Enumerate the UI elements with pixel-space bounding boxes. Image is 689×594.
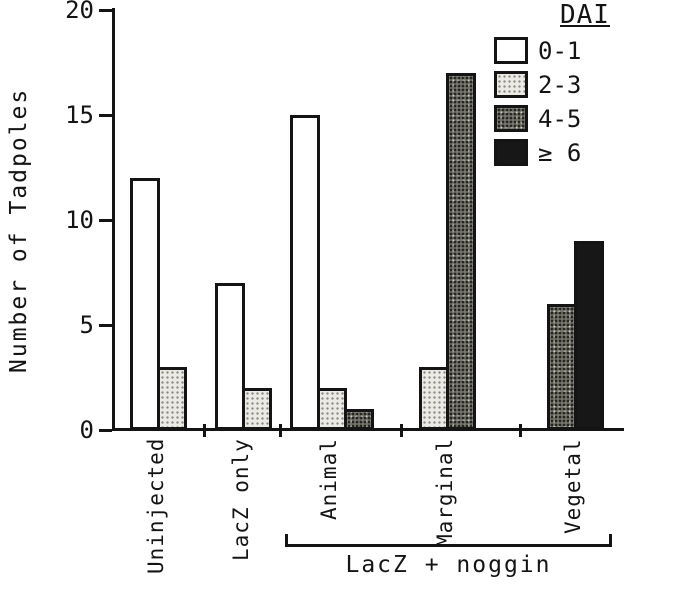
y-axis-title: Number of Tadpoles bbox=[6, 87, 32, 373]
legend-item-0-1: 0-1 bbox=[494, 36, 664, 65]
y-tick-15 bbox=[99, 113, 112, 117]
legend-swatch-2-3 bbox=[494, 71, 528, 98]
legend-title: DAI bbox=[560, 0, 610, 30]
bar-uninjected-dai-0-1 bbox=[130, 178, 160, 430]
legend-label-0-1: 0-1 bbox=[538, 36, 582, 65]
y-tick-10 bbox=[99, 218, 112, 222]
legend-label-4-5: 4-5 bbox=[538, 104, 582, 133]
y-tick-5 bbox=[99, 323, 112, 327]
x-axis-group-tick bbox=[203, 424, 206, 437]
group-bracket-label: LacZ + noggin bbox=[345, 552, 552, 578]
legend-item-4-5: 4-5 bbox=[494, 104, 664, 133]
bar-uninjected-dai-2-3 bbox=[157, 367, 187, 430]
x-label-uninjected: Uninjected bbox=[143, 438, 168, 575]
bar-animal-dai-4-5 bbox=[344, 409, 374, 430]
x-axis-group-tick bbox=[400, 424, 403, 437]
legend-swatch-4-5 bbox=[494, 105, 528, 132]
legend-items: 0-1 2-3 4-5 ≥ 6 bbox=[494, 36, 664, 167]
y-tick-label-20: 20 bbox=[65, 0, 94, 24]
bar-animal-dai-0-1 bbox=[290, 115, 320, 430]
legend: DAI 0-1 2-3 4-5 ≥ 6 bbox=[494, 0, 664, 167]
legend-item-6: ≥ 6 bbox=[494, 138, 664, 167]
bar-marginal-dai-2-3 bbox=[419, 367, 449, 430]
x-axis-group-tick bbox=[519, 424, 522, 437]
bar-lacz-only-dai-2-3 bbox=[242, 388, 272, 430]
y-tick-label-5: 5 bbox=[79, 311, 94, 339]
x-axis-group-tick bbox=[279, 424, 282, 437]
y-tick-20 bbox=[99, 8, 112, 12]
legend-label-2-3: 2-3 bbox=[538, 70, 582, 99]
y-tick-0 bbox=[99, 428, 112, 432]
y-tick-label-0: 0 bbox=[79, 416, 94, 444]
y-tick-label-15: 15 bbox=[65, 101, 94, 129]
legend-item-2-3: 2-3 bbox=[494, 70, 664, 99]
y-axis-line bbox=[112, 8, 115, 431]
bar-marginal-dai-4-5 bbox=[446, 73, 476, 430]
bar-vegetal-dai-4-5 bbox=[547, 304, 577, 430]
bar-animal-dai-2-3 bbox=[317, 388, 347, 430]
legend-swatch-0-1 bbox=[494, 37, 528, 64]
x-label-lacz-only: LacZ only bbox=[228, 438, 253, 561]
legend-swatch-6 bbox=[494, 139, 528, 166]
y-tick-label-10: 10 bbox=[65, 206, 94, 234]
group-bracket bbox=[285, 534, 612, 547]
legend-label-6: ≥ 6 bbox=[538, 138, 582, 167]
bar-lacz-only-dai-0-1 bbox=[215, 283, 245, 430]
bar-vegetal-dai-6 bbox=[574, 241, 604, 430]
